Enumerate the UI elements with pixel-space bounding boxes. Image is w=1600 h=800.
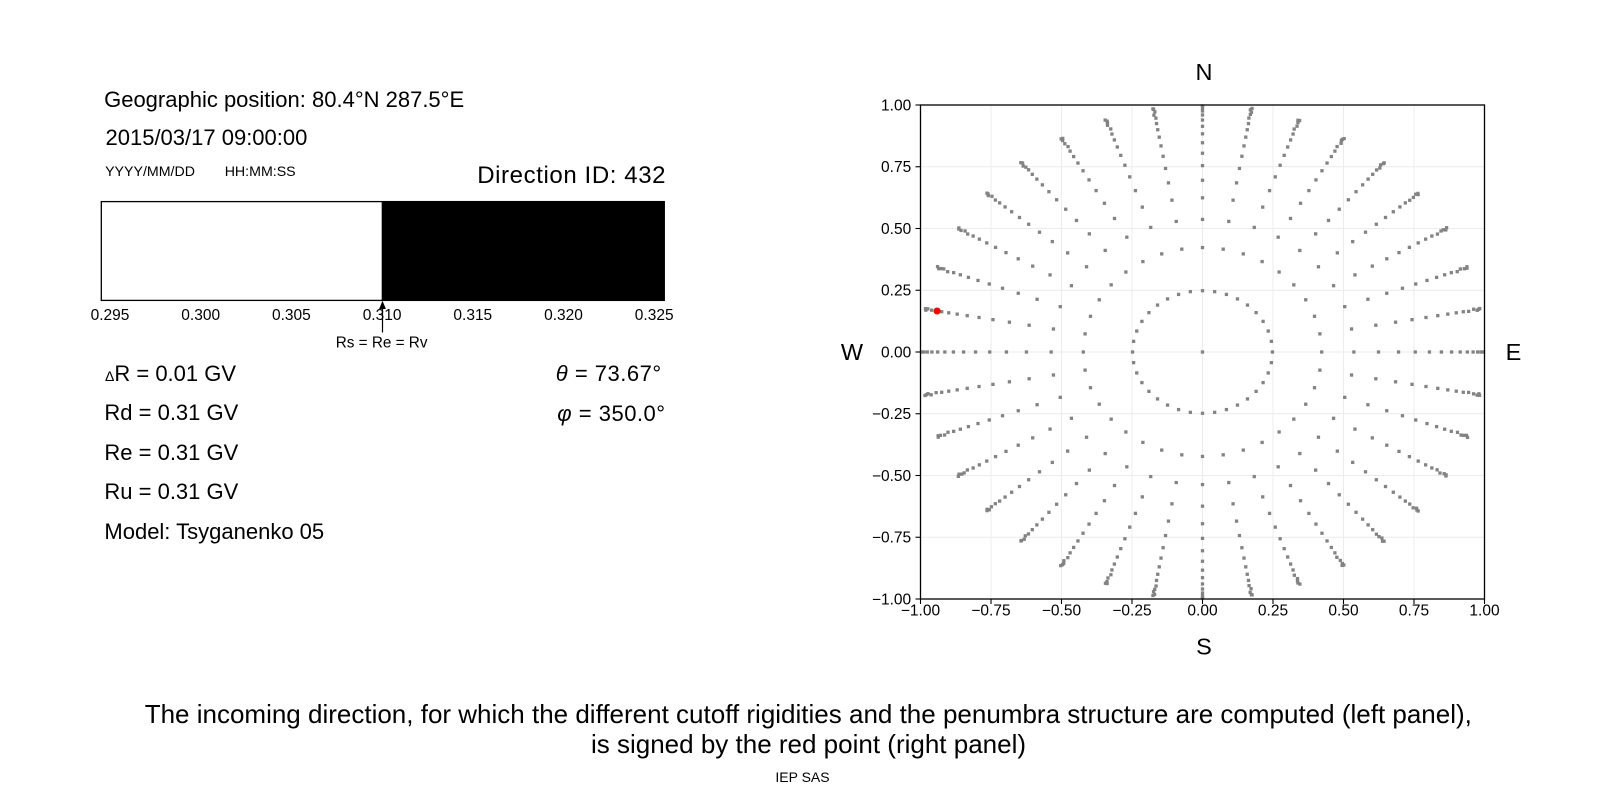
svg-text:E: E (1506, 339, 1522, 365)
svg-text:−0.75: −0.75 (971, 603, 1010, 620)
svg-text:0.00: 0.00 (1187, 603, 1218, 620)
svg-text:W: W (841, 339, 864, 365)
svg-text:0.325: 0.325 (635, 307, 674, 324)
svg-text:0.75: 0.75 (881, 159, 911, 176)
svg-text:−0.25: −0.25 (872, 406, 911, 423)
svg-text:N: N (1196, 59, 1213, 85)
svg-text:0.320: 0.320 (544, 307, 583, 324)
svg-text:−1.00: −1.00 (901, 603, 941, 620)
svg-text:−0.25: −0.25 (1112, 603, 1151, 620)
svg-text:0.25: 0.25 (881, 283, 911, 300)
svg-text:0.00: 0.00 (881, 344, 912, 361)
svg-text:1.00: 1.00 (881, 97, 912, 114)
svg-text:0.75: 0.75 (1399, 603, 1429, 620)
svg-text:0.25: 0.25 (1258, 603, 1288, 620)
svg-text:−0.50: −0.50 (1042, 603, 1082, 620)
svg-text:0.315: 0.315 (453, 307, 492, 324)
svg-text:−1.00: −1.00 (872, 591, 912, 608)
svg-text:1.00: 1.00 (1469, 603, 1500, 620)
svg-text:0.305: 0.305 (272, 307, 311, 324)
svg-text:S: S (1196, 633, 1212, 659)
svg-text:0.295: 0.295 (91, 307, 130, 324)
svg-text:0.50: 0.50 (1328, 603, 1359, 620)
svg-text:Rs = Re = Rv: Rs = Re = Rv (336, 335, 428, 352)
svg-text:−0.50: −0.50 (872, 468, 912, 485)
svg-text:0.50: 0.50 (881, 221, 912, 238)
svg-text:−0.75: −0.75 (872, 530, 911, 547)
svg-text:0.300: 0.300 (181, 307, 220, 324)
